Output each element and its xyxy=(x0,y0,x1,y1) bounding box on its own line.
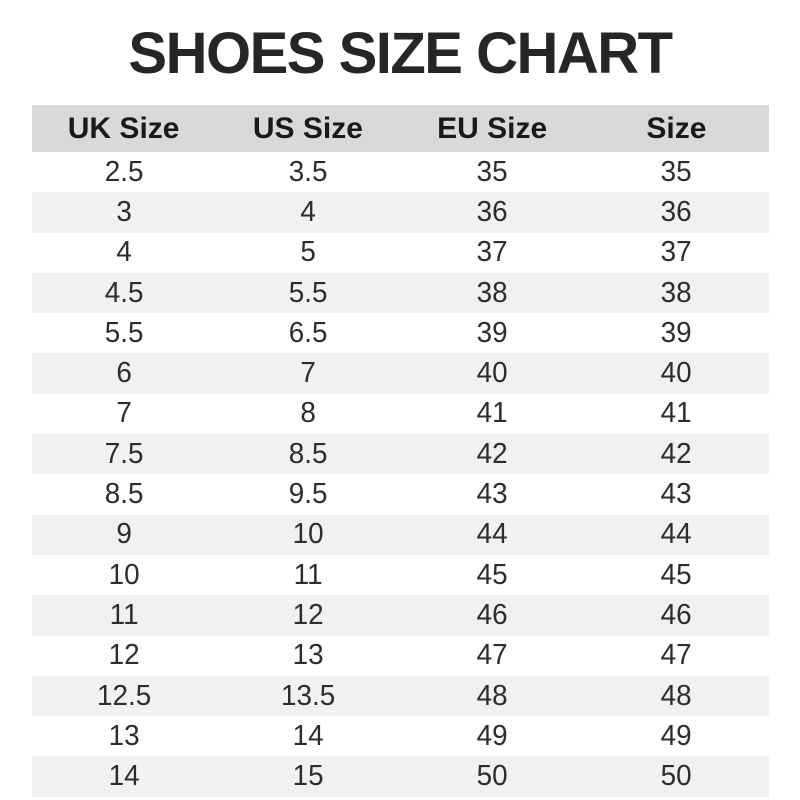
table-cell: 7 xyxy=(300,357,316,390)
table-cell: 39 xyxy=(476,316,508,349)
table-cell: 42 xyxy=(476,437,508,470)
table-cell: 41 xyxy=(660,397,692,430)
table-cell: 38 xyxy=(476,276,508,309)
table-cell: 46 xyxy=(660,598,692,631)
table-row: 10 11 45 45 xyxy=(32,555,769,595)
table-row: 4.5 5.5 38 38 xyxy=(31,272,769,314)
table-cell: 37 xyxy=(660,236,692,269)
table-cell: 4 xyxy=(300,195,316,228)
column-header-eu-size: EU Size xyxy=(437,111,548,145)
table-cell: 49 xyxy=(476,719,508,752)
table-cell: 14 xyxy=(108,760,140,793)
table-cell: 3.5 xyxy=(288,155,328,188)
table-row: 8.5 9.5 43 43 xyxy=(32,474,769,514)
table-cell: 13.5 xyxy=(280,679,335,712)
table-cell: 44 xyxy=(476,518,508,551)
table-cell: 45 xyxy=(660,558,692,591)
column-header-uk-size: UK Size xyxy=(67,111,180,145)
table-cell: 15 xyxy=(292,760,324,793)
table-row: 4 5 37 37 xyxy=(32,233,769,273)
table-cell: 48 xyxy=(476,679,508,712)
table-cell: 49 xyxy=(660,719,692,752)
table-cell: 12 xyxy=(108,639,140,672)
table-cell: 10 xyxy=(292,518,324,551)
table-cell: 7.5 xyxy=(104,437,143,470)
table-cell: 13 xyxy=(292,639,324,672)
table-cell: 8 xyxy=(300,397,316,430)
table-cell: 6 xyxy=(115,357,132,390)
table-cell: 35 xyxy=(476,155,508,188)
table-cell: 14 xyxy=(292,719,324,752)
table-row: 14 15 50 50 xyxy=(31,756,769,797)
table-cell: 48 xyxy=(660,679,692,712)
page-title: SHOES SIZE CHART xyxy=(128,21,673,86)
table-row: 2.5 3.5 35 35 xyxy=(32,152,769,192)
table-row: 7 8 41 41 xyxy=(32,394,769,434)
table-cell: 36 xyxy=(660,195,692,228)
table-cell: 11 xyxy=(293,558,323,591)
table-cell: 45 xyxy=(476,558,508,591)
table-cell: 39 xyxy=(660,316,692,349)
column-header-size: Size xyxy=(646,111,707,145)
table-cell: 43 xyxy=(660,478,692,511)
table-cell: 3 xyxy=(115,195,132,228)
table-row: 12.5 13.5 48 48 xyxy=(31,675,769,717)
table-cell: 9.5 xyxy=(288,478,328,511)
table-cell: 9 xyxy=(115,518,132,551)
table-row: 9 10 44 44 xyxy=(31,514,769,555)
table-cell: 8.5 xyxy=(288,437,328,470)
table-cell: 5.5 xyxy=(104,316,143,349)
table-cell: 4.5 xyxy=(104,276,143,309)
table-header-row: UK Size US Size EU Size Size xyxy=(31,105,769,152)
table-cell: 12.5 xyxy=(96,679,151,712)
table-cell: 44 xyxy=(660,518,692,551)
table-cell: 7 xyxy=(115,397,132,430)
table-cell: 2.5 xyxy=(104,155,143,188)
table-body: 2.5 3.5 35 35 3 4 36 36 4 5 37 37 4.5 5.5 38 38 5.5 6.5 39… xyxy=(31,152,769,797)
table-cell: 46 xyxy=(476,598,508,631)
table-cell: 36 xyxy=(476,195,508,228)
table-cell: 50 xyxy=(660,760,692,793)
table-row: 12 13 47 47 xyxy=(32,636,769,676)
table-cell: 6.5 xyxy=(288,316,328,349)
table-cell: 47 xyxy=(660,639,692,672)
table-row: 7.5 8.5 42 42 xyxy=(31,434,769,475)
table-cell: 40 xyxy=(660,357,692,390)
table-cell: 38 xyxy=(660,276,692,309)
column-header-us-size: US Size xyxy=(252,111,363,145)
table-row: 5.5 6.5 39 39 xyxy=(32,313,769,353)
table-cell: 13 xyxy=(108,719,140,752)
table-cell: 10 xyxy=(108,558,140,591)
table-row: 11 12 46 46 xyxy=(31,595,769,636)
table-row: 6 7 40 40 xyxy=(31,353,769,394)
table-row: 3 4 36 36 xyxy=(31,192,769,233)
table-cell: 35 xyxy=(660,155,692,188)
table-cell: 5 xyxy=(300,236,316,269)
table-cell: 47 xyxy=(476,639,508,672)
table-cell: 42 xyxy=(660,437,692,470)
table-cell: 12 xyxy=(292,598,324,631)
table-cell: 40 xyxy=(476,357,508,390)
table-cell: 5.5 xyxy=(288,276,328,309)
table-cell: 41 xyxy=(476,397,508,430)
table-cell: 37 xyxy=(476,236,508,269)
size-chart-table: UK Size US Size EU Size Size 2.5 3.5 35 35 3… xyxy=(31,105,769,797)
table-cell: 8.5 xyxy=(104,478,143,511)
table-cell: 4 xyxy=(115,236,132,269)
table-cell: 11 xyxy=(109,598,139,631)
table-cell: 43 xyxy=(476,478,508,511)
table-row: 13 14 49 49 xyxy=(32,716,769,756)
table-cell: 50 xyxy=(476,760,508,793)
